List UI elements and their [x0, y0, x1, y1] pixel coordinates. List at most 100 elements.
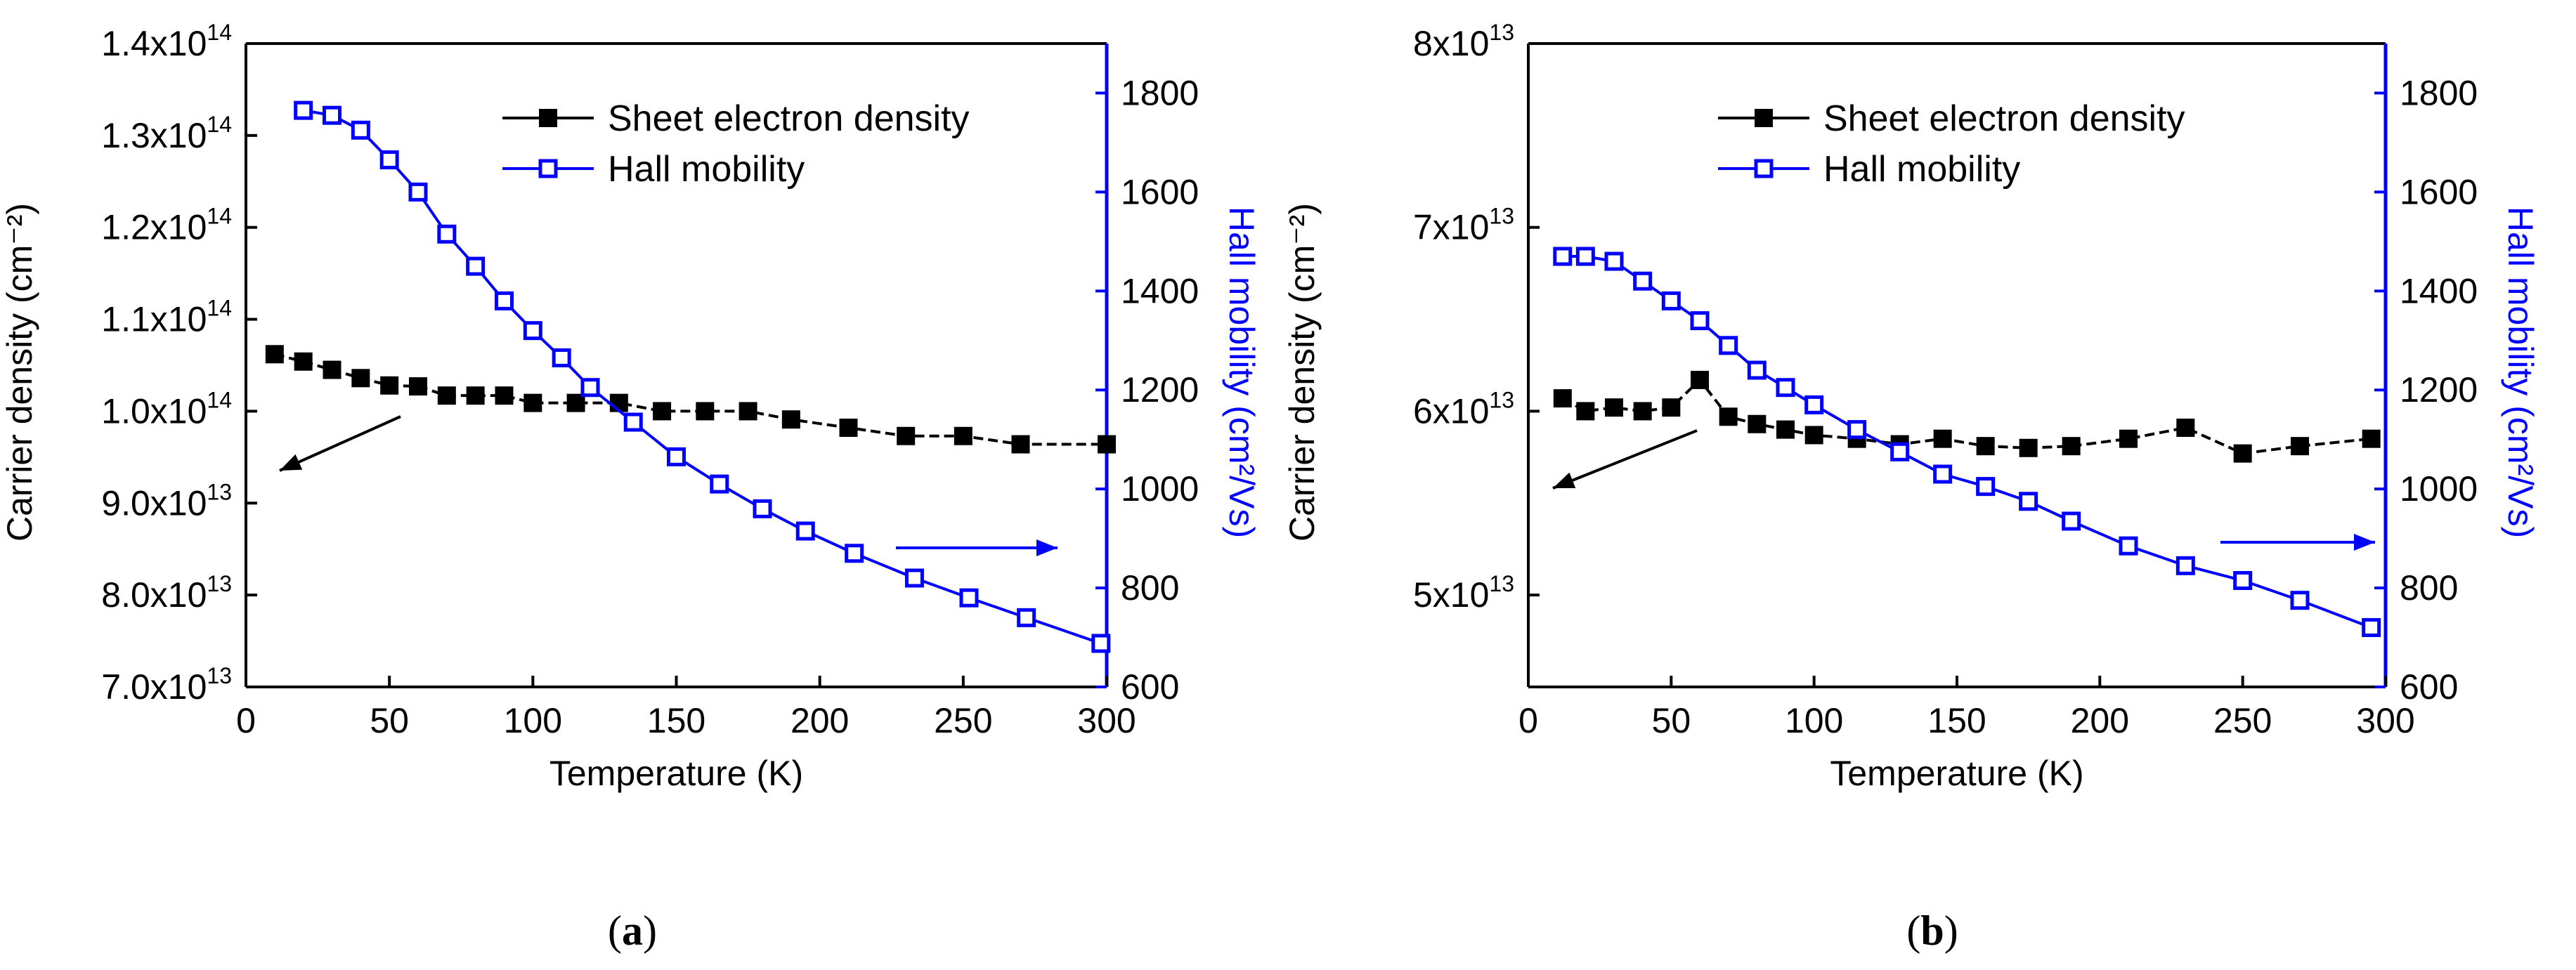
data-point-mobility	[1575, 247, 1595, 266]
data-point-mobility	[1890, 442, 1910, 461]
x-tick-label: 250	[934, 701, 992, 740]
data-point-density	[1691, 370, 1709, 389]
y-left-tick-label: 7x1013	[1413, 204, 1514, 247]
data-point-mobility	[1933, 464, 1953, 484]
x-tick-label: 200	[791, 701, 849, 740]
panel-caption: (b)	[1906, 907, 1958, 954]
data-point-density	[2062, 437, 2081, 456]
legend-marker-mobility	[1754, 159, 1774, 178]
y-left-tick-label: 8.0x1013	[101, 571, 232, 615]
data-point-mobility	[667, 447, 686, 466]
data-point-density	[1776, 420, 1795, 439]
data-point-density	[1804, 426, 1823, 445]
data-point-mobility	[1604, 251, 1624, 271]
x-tick-label: 300	[2356, 701, 2414, 740]
panel-caption: (a)	[608, 907, 657, 954]
data-point-density	[1719, 407, 1738, 426]
y-left-tick-label: 1.0x1014	[101, 387, 232, 431]
data-point-mobility	[552, 348, 571, 367]
data-point-mobility	[623, 412, 643, 432]
data-point-mobility	[2175, 556, 2195, 575]
data-point-density	[323, 360, 341, 379]
data-point-density	[2119, 429, 2138, 448]
left-axis-arrow-head	[1553, 472, 1576, 488]
legend: Sheet electron density Hall mobility	[502, 98, 970, 190]
y-left-tick-label: 1.2x1014	[101, 204, 232, 247]
left-axis-arrow	[1552, 429, 1698, 490]
data-point-density	[265, 345, 284, 364]
data-point-density	[2362, 429, 2381, 448]
y-right-axis-title: Hall mobility (cm²/Vs)	[1222, 207, 1261, 538]
y-right-tick-label: 1800	[1121, 73, 1199, 112]
x-tick-label: 150	[1927, 701, 1986, 740]
data-point-mobility	[437, 224, 457, 244]
data-point-density	[696, 402, 715, 421]
data-point-mobility	[323, 105, 341, 125]
data-point-mobility	[1747, 360, 1767, 380]
x-tick-label: 250	[2213, 701, 2272, 740]
data-point-density	[1011, 435, 1030, 454]
data-point-mobility	[523, 321, 542, 341]
series-line-0	[1561, 377, 2372, 455]
x-tick-label: 100	[504, 701, 562, 740]
y-right-tick-label: 1600	[1121, 172, 1199, 211]
x-axis-title: Temperature (K)	[549, 754, 803, 793]
data-point-mobility	[1017, 608, 1036, 627]
y-left-tick-label: 5x1013	[1413, 571, 1514, 615]
data-point-mobility	[408, 182, 428, 202]
left-axis-arrow-head	[280, 454, 303, 471]
data-point-mobility	[795, 521, 815, 541]
data-point-mobility	[753, 499, 772, 518]
y-right-tick-label: 600	[2400, 667, 2458, 707]
y-right-tick-label: 1800	[2400, 73, 2478, 112]
x-tick-label: 100	[1785, 701, 1843, 740]
y-left-axis-title: Carrier density (cm⁻²)	[1282, 203, 1322, 542]
y-right-tick-label: 1600	[2400, 172, 2478, 211]
data-point-mobility	[1976, 477, 1996, 497]
data-point-density	[1976, 437, 1995, 456]
x-tick-label: 150	[647, 701, 705, 740]
data-point-density	[1553, 389, 1572, 408]
y-right-tick-label: 1200	[1121, 370, 1199, 409]
data-point-density	[351, 369, 370, 388]
data-point-density	[954, 426, 972, 445]
data-point-mobility	[2290, 591, 2310, 610]
data-point-density	[466, 386, 485, 405]
legend-marker-mobility	[538, 159, 558, 178]
data-point-density	[294, 352, 313, 371]
data-point-mobility	[959, 588, 979, 608]
data-point-mobility	[1661, 291, 1681, 310]
right-axis-arrow-head	[2354, 534, 2375, 551]
data-point-density	[1605, 398, 1623, 417]
chart-panel-a: 0 50 100 150 200 250 300 7.0x1013 8.0x1013 9.0x10…	[0, 20, 1261, 954]
data-point-mobility	[1719, 336, 1738, 355]
data-point-density	[523, 393, 542, 412]
y-left-tick-label: 7.0x1013	[101, 663, 232, 707]
data-point-mobility	[351, 120, 370, 140]
y-left-tick-label: 9.0x1013	[101, 479, 232, 523]
data-point-density	[781, 410, 800, 429]
legend-label: Hall mobility	[1823, 149, 2020, 190]
data-point-density	[495, 386, 514, 405]
data-point-mobility	[1091, 634, 1111, 653]
data-point-density	[739, 402, 757, 421]
data-point-density	[1098, 435, 1116, 454]
data-point-mobility	[1776, 378, 1795, 398]
data-point-density	[2019, 438, 2038, 457]
data-point-density	[1633, 402, 1652, 421]
data-point-mobility	[1847, 420, 1867, 440]
x-tick-label: 50	[370, 701, 409, 740]
legend: Sheet electron density Hall mobility	[1718, 98, 2185, 190]
left-axis-arrow	[279, 415, 401, 472]
y-right-tick-label: 800	[1121, 568, 1179, 608]
data-point-density	[2176, 418, 2195, 437]
data-point-density	[409, 377, 427, 396]
data-point-mobility	[2362, 617, 2381, 637]
data-point-density	[1576, 402, 1595, 421]
y-right-axis-title: Hall mobility (cm²/Vs)	[2501, 207, 2540, 538]
data-point-mobility	[2019, 492, 2038, 511]
data-point-mobility	[294, 100, 313, 120]
data-point-mobility	[1690, 311, 1710, 331]
data-point-mobility	[1553, 247, 1573, 266]
data-point-mobility	[466, 256, 486, 276]
